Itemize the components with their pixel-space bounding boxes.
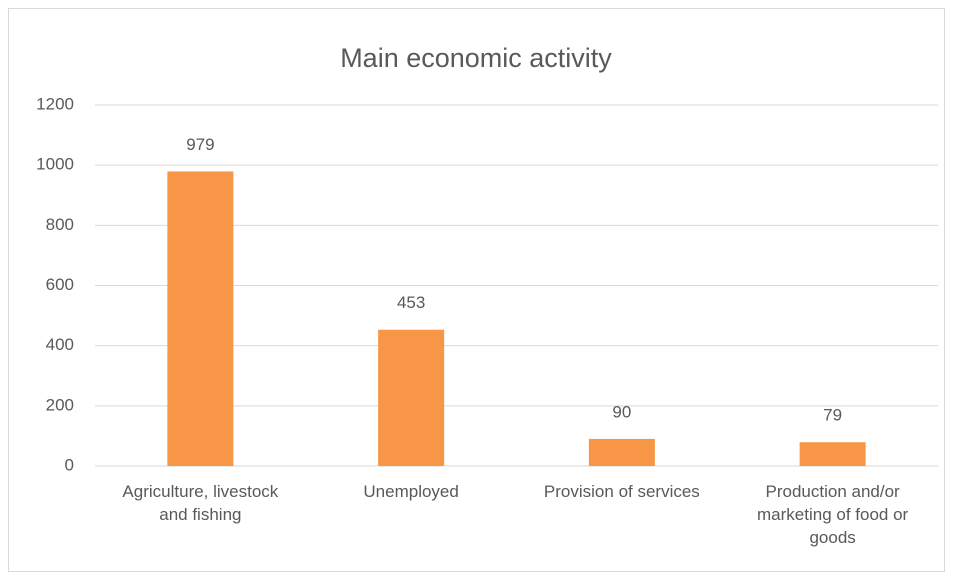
x-tick-label: Provision of services <box>543 482 700 501</box>
x-tick-label: Agriculture, livestock and fishing <box>122 482 279 524</box>
y-tick-label: 600 <box>46 275 74 294</box>
x-tick-label: Unemployed <box>363 482 459 501</box>
value-label: 979 <box>186 135 214 154</box>
value-label: 90 <box>612 402 631 421</box>
y-tick-label: 200 <box>46 395 74 414</box>
bar <box>588 438 655 466</box>
y-tick-label: 1000 <box>36 155 74 174</box>
y-tick-label: 0 <box>65 455 74 474</box>
value-label: 79 <box>823 406 842 425</box>
y-tick-label: 1200 <box>36 94 74 113</box>
bar <box>799 442 866 466</box>
chart-title: Main economic activity <box>340 43 612 73</box>
value-label: 453 <box>397 293 425 312</box>
bar <box>167 171 234 466</box>
y-tick-label: 800 <box>46 215 74 234</box>
chart-border <box>8 8 945 572</box>
bar <box>378 329 445 466</box>
y-tick-label: 400 <box>46 335 74 354</box>
x-tick-label: Production and/or marketing of food or g… <box>757 482 909 547</box>
